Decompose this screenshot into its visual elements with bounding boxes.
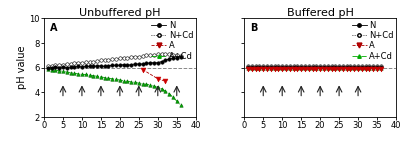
Y-axis label: pH value: pH value <box>16 46 26 89</box>
Title: Unbuffered pH: Unbuffered pH <box>79 8 161 17</box>
Text: B: B <box>250 23 258 33</box>
Title: Buffered pH: Buffered pH <box>287 8 354 17</box>
Text: A: A <box>50 23 58 33</box>
Legend: N, N+Cd, A, A+Cd: N, N+Cd, A, A+Cd <box>150 20 194 61</box>
Legend: N, N+Cd, A, A+Cd: N, N+Cd, A, A+Cd <box>351 20 394 61</box>
